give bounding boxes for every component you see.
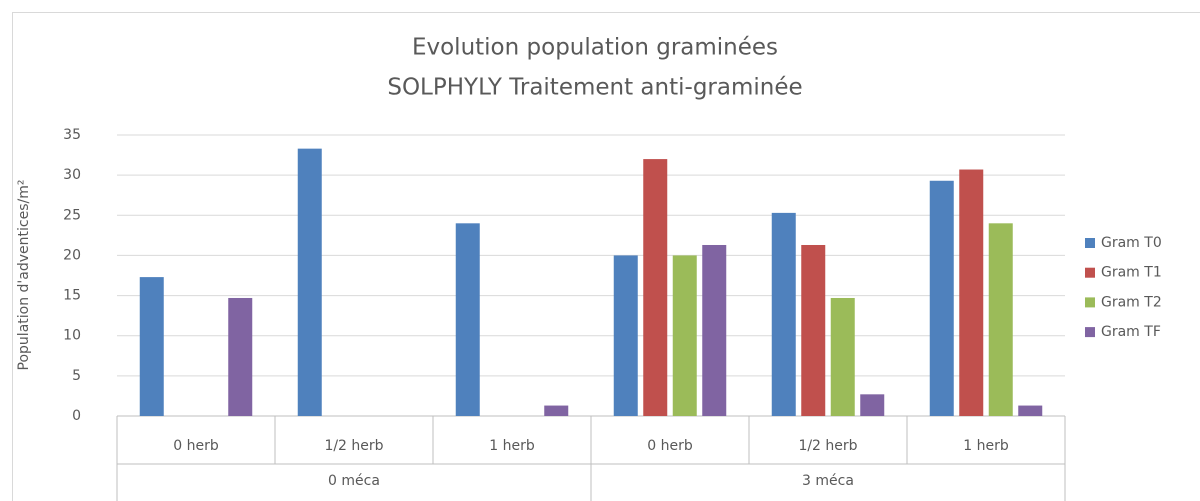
bar [613, 255, 638, 416]
y-tick-label: 10 [63, 328, 81, 344]
bar [830, 297, 855, 416]
bar [1018, 405, 1043, 416]
y-tick-label: 20 [63, 247, 81, 263]
x-tick-label: 1 herb [963, 438, 1009, 454]
group-label: 0 méca [328, 473, 380, 489]
y-tick-label: 0 [72, 408, 81, 424]
bar [297, 148, 322, 417]
legend-label: Gram TF [1101, 324, 1161, 340]
bar [139, 277, 164, 416]
y-axis-label: Population d'adventices/m² [16, 180, 32, 371]
x-tick-label: 1/2 herb [324, 438, 383, 454]
legend-swatch [1085, 238, 1095, 248]
bar [988, 223, 1013, 416]
y-tick-label: 5 [72, 368, 81, 384]
legend-swatch [1085, 267, 1095, 278]
y-tick-label: 30 [63, 167, 81, 183]
legend-swatch [1085, 327, 1095, 338]
chart-title: Evolution population graminées [412, 35, 778, 61]
legend-label: Gram T0 [1101, 235, 1162, 251]
bar [771, 212, 796, 416]
x-tick-label: 1 herb [489, 438, 535, 454]
bar [959, 169, 984, 416]
bar [228, 297, 253, 416]
bar [455, 223, 480, 416]
bar [801, 244, 826, 416]
legend-label: Gram T1 [1101, 265, 1162, 281]
x-tick-label: 0 herb [173, 438, 219, 454]
bar [544, 405, 569, 416]
y-tick-label: 15 [63, 288, 81, 304]
x-tick-label: 1/2 herb [798, 438, 857, 454]
chart-subtitle: SOLPHYLY Traitement anti-graminée [387, 75, 802, 101]
bar [860, 394, 885, 416]
y-tick-label: 35 [63, 127, 81, 143]
bar [702, 244, 727, 416]
group-label: 3 méca [802, 473, 854, 489]
bar [929, 180, 954, 416]
legend-label: Gram T2 [1101, 294, 1162, 310]
bar [672, 255, 697, 416]
y-tick-label: 25 [63, 207, 81, 223]
legend-swatch [1085, 297, 1095, 308]
bar [643, 159, 668, 417]
x-tick-label: 0 herb [647, 438, 693, 454]
